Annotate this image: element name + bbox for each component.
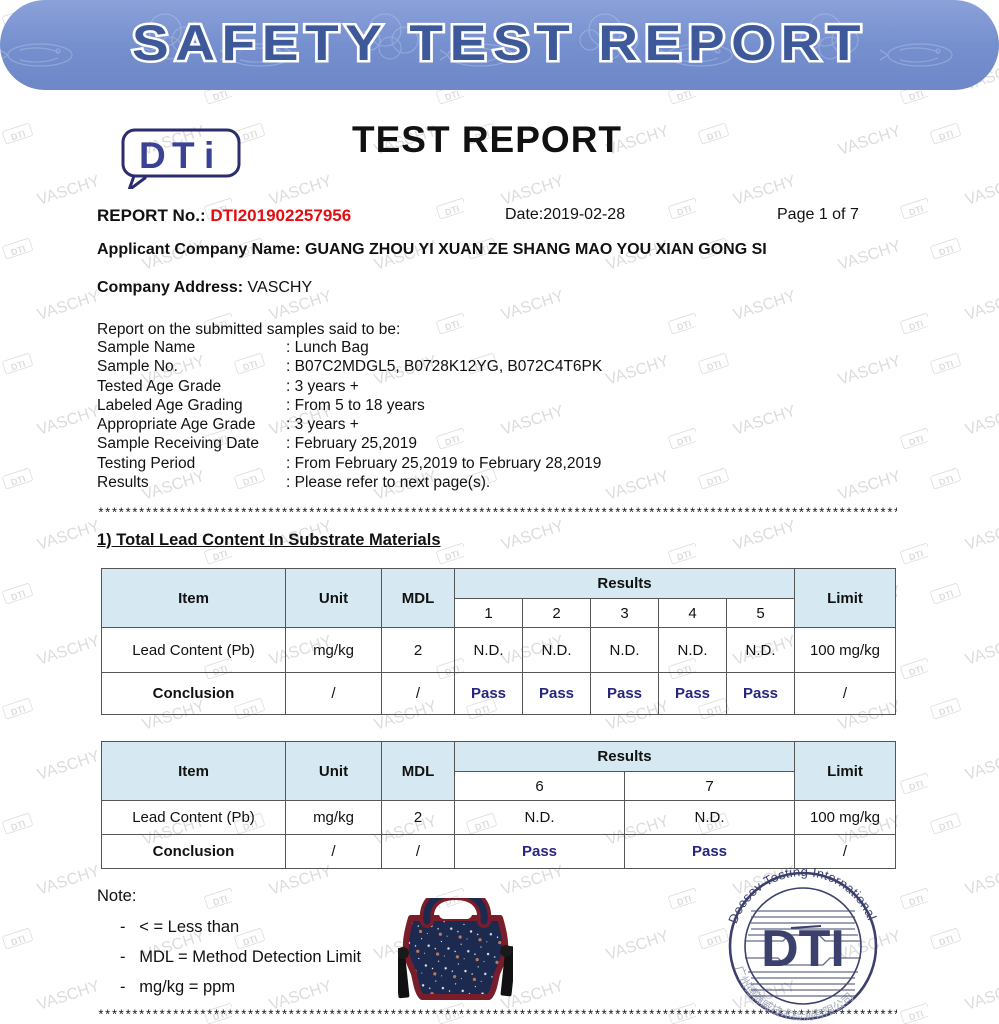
svg-text:T: T: [172, 135, 195, 176]
svg-text:i: i: [204, 135, 214, 176]
svg-text:DTI: DTI: [761, 920, 845, 978]
svg-text:D: D: [139, 135, 166, 176]
svg-text:Deesev Testing International: Deesev Testing International: [725, 864, 880, 925]
